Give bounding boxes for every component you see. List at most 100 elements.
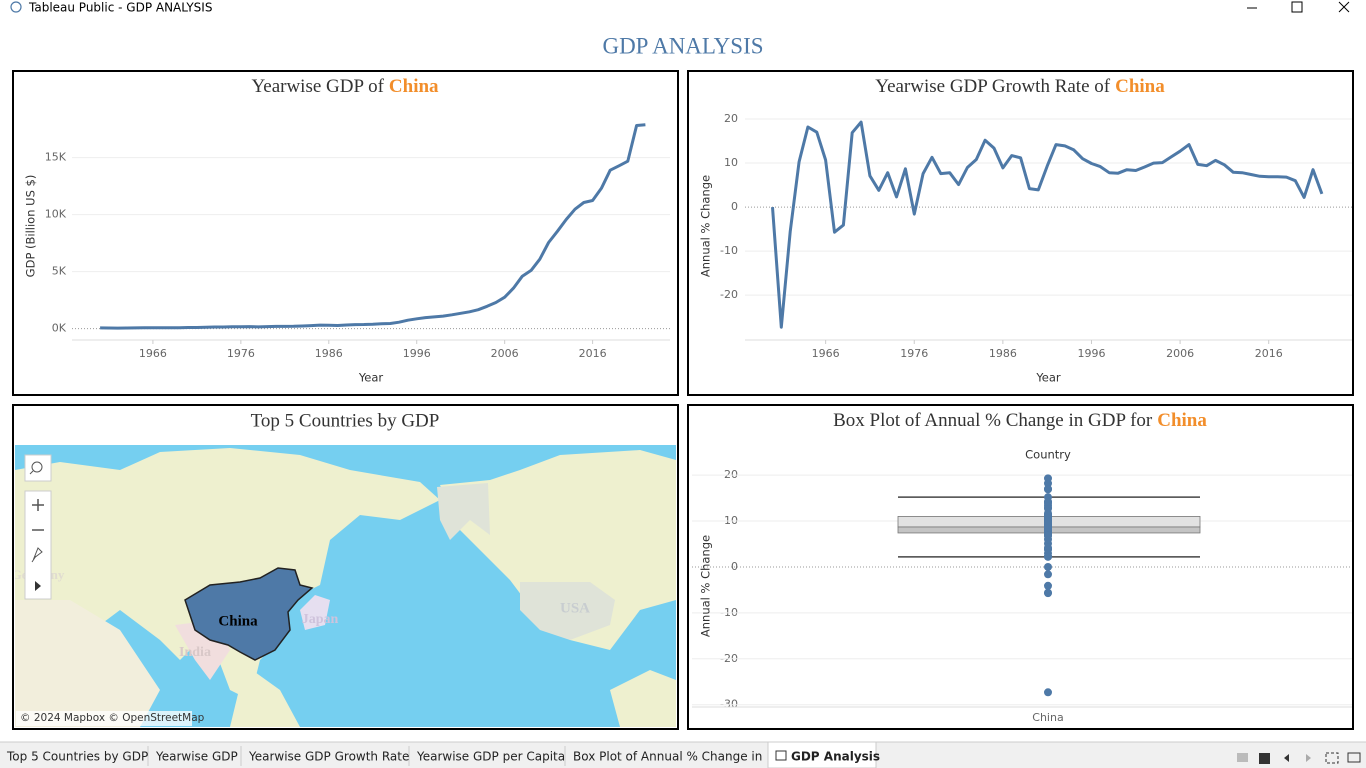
x-tick-label: 1996 xyxy=(403,347,431,360)
sheet-tab[interactable]: Yearwise GDP per Capita xyxy=(416,750,565,764)
app-icon xyxy=(10,1,22,13)
data-point[interactable] xyxy=(1044,549,1052,558)
y-tick-label: -10 xyxy=(720,244,738,257)
map-label: Japan xyxy=(302,612,339,627)
attribution-bg xyxy=(16,711,192,726)
land xyxy=(437,483,490,540)
x-axis-title: Year xyxy=(1035,371,1061,385)
y-tick-label: 20 xyxy=(724,112,738,125)
map-search[interactable] xyxy=(24,454,52,482)
x-tick-label: 1986 xyxy=(989,347,1017,360)
attribution: © 2024 Mapbox © OpenStreetMap xyxy=(20,712,205,724)
title-country: China xyxy=(1115,76,1165,97)
map-controls xyxy=(24,454,52,600)
data-line[interactable] xyxy=(771,120,1324,329)
title-country: China xyxy=(389,76,439,97)
zoom-in[interactable] xyxy=(32,499,44,511)
land xyxy=(440,450,676,650)
panel-title: Yearwise GDP Growth Rate of China xyxy=(875,76,1165,97)
prev-sheet[interactable] xyxy=(1284,754,1289,762)
x-tick-label: 1976 xyxy=(900,347,928,360)
data-point[interactable] xyxy=(1044,570,1052,579)
x-tick-label: 1986 xyxy=(315,347,343,360)
data-line[interactable] xyxy=(100,123,646,330)
x-tick-label: 1976 xyxy=(227,347,255,360)
data-point[interactable] xyxy=(1044,535,1052,544)
y-tick-label: 10 xyxy=(724,156,738,169)
x-tick-label: China xyxy=(1032,711,1063,724)
land xyxy=(610,670,676,727)
panel-title: Box Plot of Annual % Change in GDP for Ch… xyxy=(833,410,1207,431)
china-shape[interactable] xyxy=(184,567,314,661)
data-point[interactable] xyxy=(1044,589,1052,598)
window-title: Tableau Public - GDP ANALYSIS xyxy=(28,1,212,15)
x-tick-label: 1966 xyxy=(812,347,840,360)
pin-map[interactable] xyxy=(31,547,43,563)
y-tick-label: 5K xyxy=(52,265,67,278)
data-point[interactable] xyxy=(1044,504,1052,513)
tabs: Top 5 Countries by GDP Yearwise GDP Yearwi… xyxy=(6,741,880,768)
map-title: Top 5 Countries by GDP xyxy=(251,410,440,431)
land xyxy=(15,448,440,700)
map-label: India xyxy=(179,645,211,660)
title-text: Box Plot of Annual % Change in GDP for xyxy=(833,410,1153,431)
y-axis-title: Annual % Change xyxy=(699,535,713,637)
next-sheet[interactable] xyxy=(1306,754,1311,762)
sheet-tab[interactable]: Yearwise GDP xyxy=(155,750,238,764)
land xyxy=(15,600,160,727)
fit-button[interactable] xyxy=(1325,752,1339,764)
sheet-tab[interactable]: GDP Analysis xyxy=(791,750,880,764)
x-tick-label: 2016 xyxy=(579,347,607,360)
map-label: USA xyxy=(560,600,590,616)
close-button[interactable] xyxy=(1338,1,1350,13)
data-point[interactable] xyxy=(1044,562,1052,571)
y-tick-label: -20 xyxy=(720,288,738,301)
present-button[interactable] xyxy=(1347,752,1361,763)
sheet-tab[interactable]: Yearwise GDP Growth Rate xyxy=(248,750,409,764)
maximize-button[interactable] xyxy=(1291,1,1303,13)
y-axis-title: Annual % Change xyxy=(699,175,713,277)
search-icon xyxy=(31,461,43,473)
x-tick-label: 2006 xyxy=(491,347,519,360)
y-tick-label: 10K xyxy=(45,208,67,221)
panel-frame xyxy=(687,404,1354,730)
title-country: China xyxy=(1157,410,1207,431)
data-point[interactable] xyxy=(1044,497,1052,506)
map[interactable]: China India Japan USA Germany © 2024 Map… xyxy=(12,445,676,727)
x-axis-title: Year xyxy=(358,371,384,385)
data-point[interactable] xyxy=(1044,474,1052,483)
title-text: Yearwise GDP Growth Rate of xyxy=(875,76,1111,97)
data-point[interactable] xyxy=(1044,688,1052,697)
data-point[interactable] xyxy=(1044,485,1052,494)
map-label: China xyxy=(218,613,258,629)
y-axis-title: GDP (Billion US $) xyxy=(24,175,38,278)
x-tick-label: 1966 xyxy=(139,347,167,360)
panel-title: Yearwise GDP of China xyxy=(251,76,439,97)
tab-bar xyxy=(0,742,1366,768)
view-button[interactable] xyxy=(1237,753,1248,762)
land xyxy=(230,665,300,727)
x-tick-label: 2006 xyxy=(1166,347,1194,360)
land xyxy=(300,595,330,630)
sheet-tab[interactable]: Top 5 Countries by GDP xyxy=(6,750,148,764)
title-bar: Tableau Public - GDP ANALYSIS xyxy=(10,1,1350,15)
y-tick-label: 15K xyxy=(45,151,67,164)
expand-toolbar[interactable] xyxy=(35,581,41,591)
land xyxy=(520,582,615,640)
panel-frame xyxy=(687,70,1354,396)
sheet-tab[interactable]: Box Plot of Annual % Change in ... xyxy=(573,750,778,764)
search-icon xyxy=(29,470,34,475)
view-button[interactable] xyxy=(1259,753,1270,764)
y-tick-label: 0 xyxy=(731,200,738,213)
panel-frame xyxy=(12,404,679,730)
panel-frame xyxy=(12,70,679,396)
x-tick-label: 2016 xyxy=(1255,347,1283,360)
x-tick-label: 1996 xyxy=(1077,347,1105,360)
data-point[interactable] xyxy=(1044,523,1052,532)
title-text: Yearwise GDP of xyxy=(251,76,384,97)
dashboard-title: GDP ANALYSIS xyxy=(602,33,763,58)
x-axis-title: Country xyxy=(1025,448,1071,462)
status-controls xyxy=(1237,752,1361,764)
data-point[interactable] xyxy=(1044,581,1052,590)
